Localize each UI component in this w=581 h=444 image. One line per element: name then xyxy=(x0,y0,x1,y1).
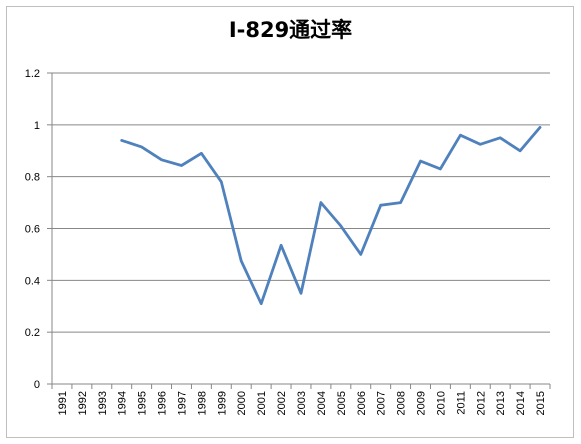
data-point xyxy=(200,152,203,155)
x-tick-label: 1992 xyxy=(77,391,89,415)
x-tick-label: 2000 xyxy=(236,391,248,415)
x-tick-label: 1999 xyxy=(216,391,228,415)
x-tick-label: 2014 xyxy=(515,391,527,415)
x-tick-label: 2006 xyxy=(356,391,368,415)
y-tick-label: 0.8 xyxy=(25,172,40,184)
x-tick-label: 2011 xyxy=(455,391,467,415)
data-point xyxy=(439,167,442,171)
data-point xyxy=(240,259,243,263)
data-point xyxy=(319,201,323,204)
data-point xyxy=(120,139,123,142)
data-point xyxy=(260,302,263,305)
data-point xyxy=(220,180,223,183)
x-tick-label: 2002 xyxy=(276,391,288,415)
data-point xyxy=(419,159,422,163)
x-tick-label: 2013 xyxy=(495,391,507,415)
data-point xyxy=(279,244,283,247)
x-tick-label: 2001 xyxy=(256,391,268,415)
x-tick-label: 2009 xyxy=(416,391,428,415)
y-tick-label: 1.2 xyxy=(25,68,40,80)
data-point xyxy=(379,204,382,207)
x-tick-label: 2010 xyxy=(435,391,447,415)
x-tick-label: 1995 xyxy=(137,391,149,415)
x-tick-label: 2005 xyxy=(336,391,348,415)
series-layer xyxy=(120,126,542,306)
x-tick-label: 1993 xyxy=(97,391,109,415)
y-tick-label: 0 xyxy=(34,379,40,391)
data-point xyxy=(160,158,163,161)
x-tick-label: 2008 xyxy=(396,391,408,415)
x-tick-label: 1996 xyxy=(157,391,169,415)
data-point xyxy=(479,143,482,146)
y-tick-label: 1 xyxy=(34,120,40,132)
data-point xyxy=(538,126,542,129)
chart-title: I-829通过率 xyxy=(228,18,353,42)
y-tick-labels: 0 0.2 0.4 0.6 0.8 1 1.2 xyxy=(25,68,40,391)
data-point xyxy=(399,201,402,204)
x-tick-label: 2003 xyxy=(296,391,308,415)
x-tick-label: 2004 xyxy=(316,391,328,415)
data-point xyxy=(339,224,342,228)
data-point xyxy=(459,134,462,137)
data-point xyxy=(299,292,303,295)
x-tick-label: 1994 xyxy=(117,391,129,415)
x-tick-label: 2007 xyxy=(376,391,388,415)
x-tick-label: 2015 xyxy=(535,391,547,415)
series-line xyxy=(120,126,542,306)
data-point xyxy=(518,149,522,152)
x-tick-label: 1997 xyxy=(176,391,188,415)
data-point xyxy=(180,164,183,167)
x-tick-label: 2012 xyxy=(475,391,487,415)
axes xyxy=(47,72,551,389)
data-point xyxy=(499,136,502,139)
chart-frame xyxy=(6,6,574,438)
y-tick-label: 0.6 xyxy=(25,224,40,236)
data-point xyxy=(359,253,362,256)
x-tick-label: 1991 xyxy=(57,391,69,415)
data-point xyxy=(140,145,143,149)
y-tick-label: 0.4 xyxy=(25,275,40,287)
x-tick-label: 1998 xyxy=(196,391,208,415)
gridlines xyxy=(52,72,550,333)
x-tick-labels: 1991 1992 1993 1994 1995 1996 1997 1998 1999 2000… xyxy=(57,391,547,415)
y-tick-label: 0.2 xyxy=(25,327,40,339)
